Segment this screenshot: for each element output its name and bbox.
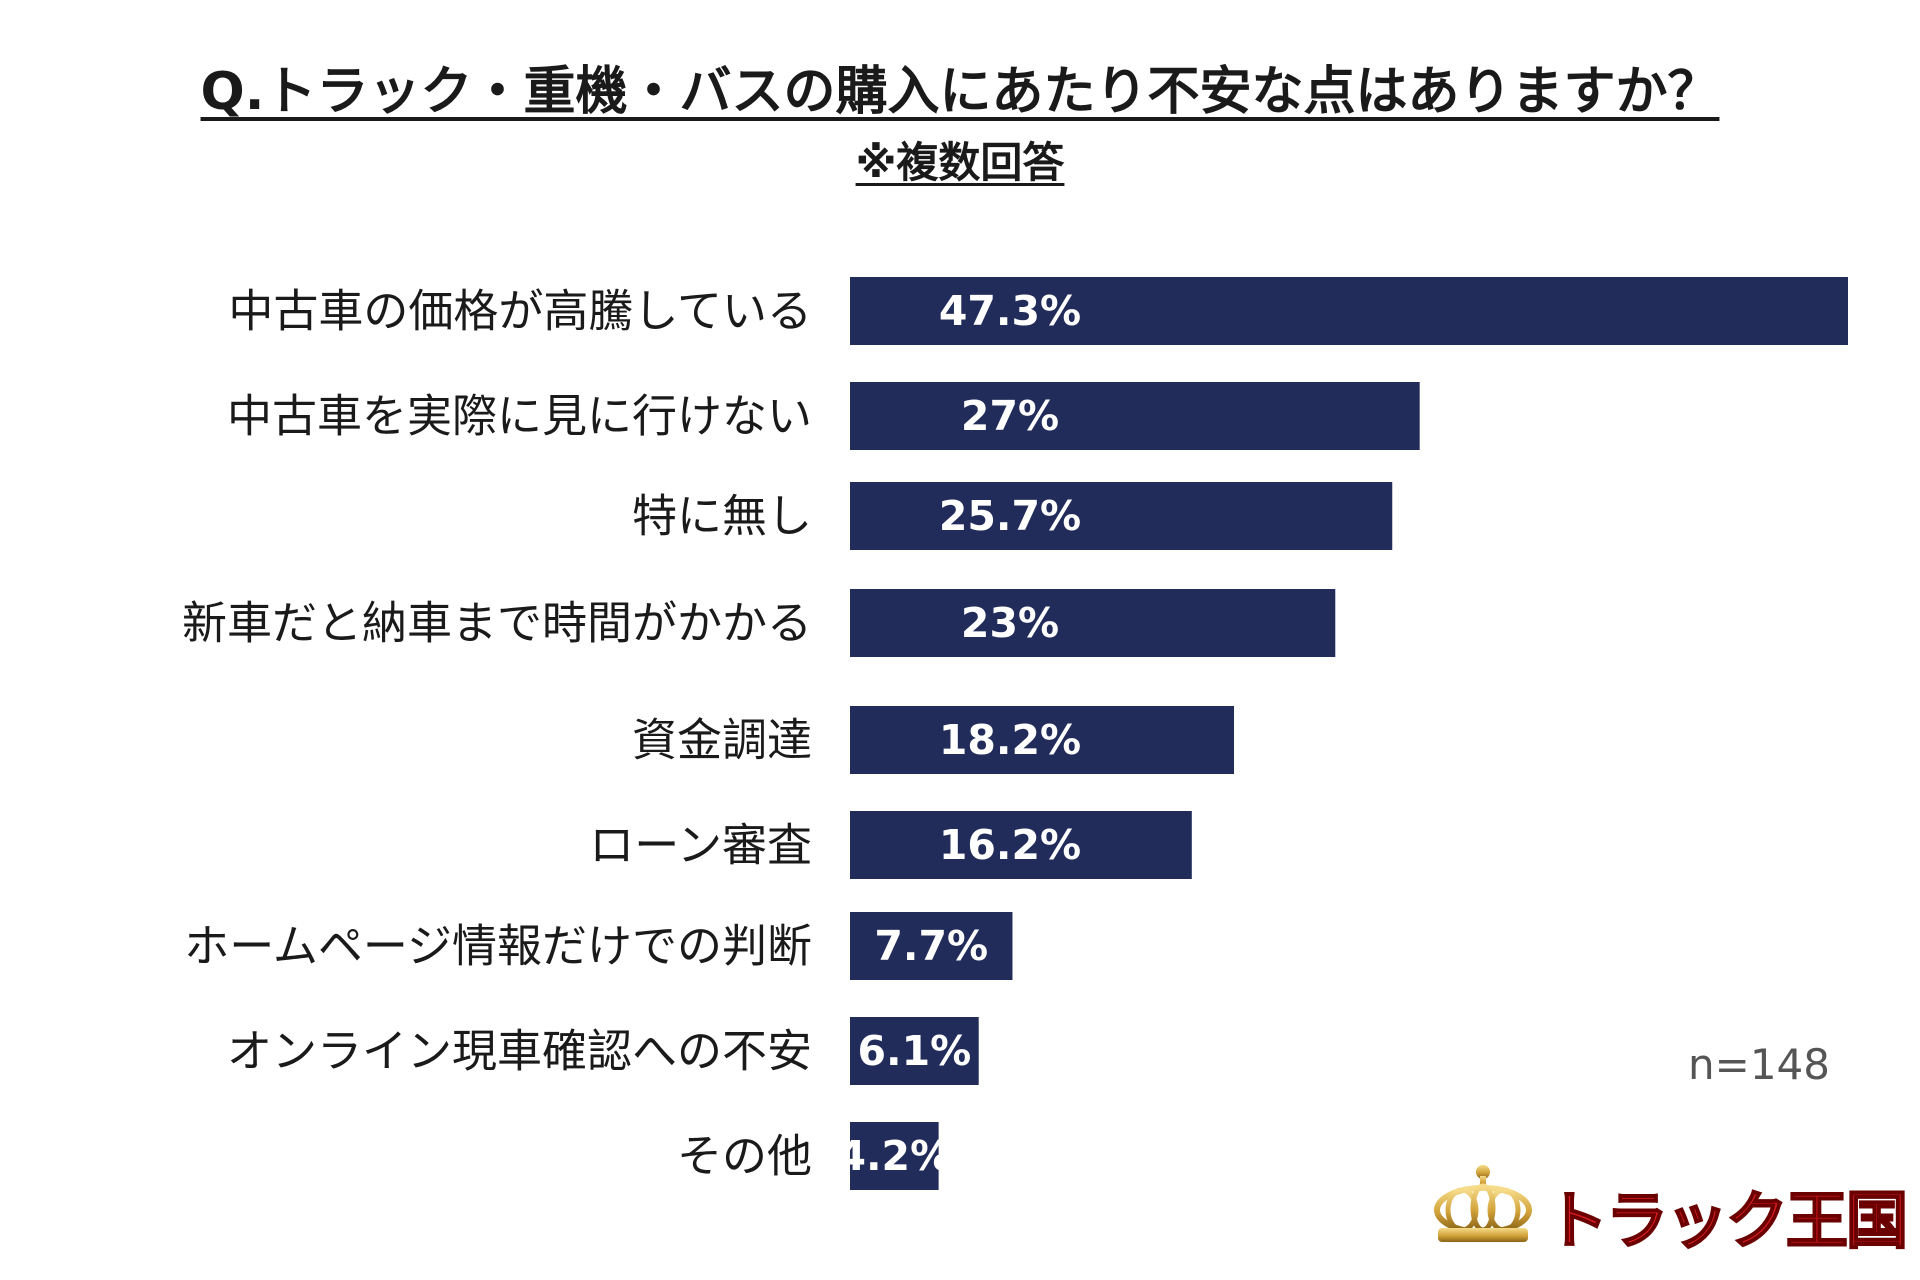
value-label-8: 6.1%: [857, 1027, 971, 1075]
value-label-4: 23%: [961, 599, 1059, 647]
value-label-7: 7.7%: [874, 922, 988, 970]
category-label-5: 資金調達: [632, 714, 812, 767]
sample-size: n=148: [1688, 1040, 1830, 1089]
logo-text: トラック王国: [1545, 1183, 1909, 1258]
category-label-6: ローン審査: [589, 819, 812, 872]
value-label-9: 4.2%: [837, 1132, 951, 1180]
bar-9: [850, 1122, 939, 1190]
bar-7: [850, 912, 1013, 980]
crown-icon: [1434, 1165, 1532, 1242]
bar-5: [850, 706, 1235, 774]
bar-2: [850, 382, 1420, 450]
bar-6: [850, 811, 1192, 879]
category-label-1: 中古車の価格が高騰している: [228, 285, 812, 338]
value-label-2: 27%: [961, 392, 1059, 440]
bar-3: [850, 482, 1393, 550]
chart-title-text: Q.トラック・重機・バスの購入にあたり不安な点はありますか？: [200, 62, 1720, 122]
bar-4: [850, 589, 1336, 657]
bar-8: [850, 1017, 979, 1085]
brand-logo: トラック王国: [1428, 1158, 1909, 1258]
category-label-8: オンライン現車確認への不安: [227, 1025, 812, 1078]
chart-title: Q.トラック・重機・バスの購入にあたり不安な点はありますか？: [0, 60, 1920, 125]
chart-subtitle: ※複数回答: [0, 138, 1920, 188]
value-label-1: 47.3%: [939, 287, 1081, 335]
category-label-2: 中古車を実際に見に行けない: [227, 390, 812, 443]
value-label-3: 25.7%: [939, 492, 1081, 540]
chart-subtitle-text: ※複数回答: [855, 138, 1065, 187]
value-label-5: 18.2%: [939, 716, 1081, 764]
category-label-7: ホームページ情報だけでの判断: [184, 920, 812, 973]
bar-1: [850, 277, 1848, 345]
category-label-9: その他: [677, 1130, 812, 1183]
category-label-4: 新車だと納車まで時間がかかる: [182, 597, 812, 650]
value-label-6: 16.2%: [939, 821, 1081, 869]
category-label-3: 特に無し: [632, 490, 812, 543]
